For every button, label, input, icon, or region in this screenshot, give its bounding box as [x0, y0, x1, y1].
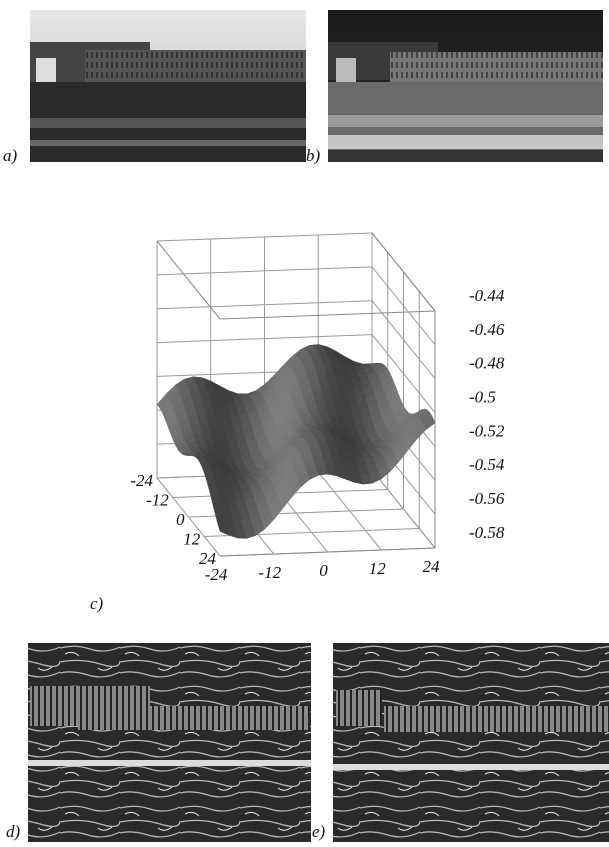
z-tick-label: -0.44	[469, 286, 505, 305]
y-tick-label: 24	[199, 549, 217, 568]
y-tick-label: -24	[130, 471, 153, 490]
panel-label: a)	[3, 146, 18, 165]
z-tick-label: -0.54	[469, 455, 505, 474]
x-tick-label: 12	[369, 559, 387, 578]
figure: a) b) -24-1201224-24-1201224-0.44-0.46-0…	[0, 0, 609, 842]
z-tick-label: -0.52	[469, 421, 505, 440]
box-edge	[220, 311, 435, 319]
y-tick-label: 0	[176, 510, 185, 529]
panel-label: b)	[306, 146, 321, 165]
z-tick-label: -0.5	[469, 387, 496, 406]
x-tick-label: -12	[258, 563, 281, 582]
box-edge	[220, 548, 435, 556]
y-tick-label: 12	[183, 529, 201, 548]
z-tick-label: -0.58	[469, 523, 505, 542]
panel-label: c)	[90, 594, 104, 613]
edge-image-d	[28, 643, 311, 842]
z-tick-label: -0.48	[469, 354, 505, 373]
photo-a	[30, 10, 306, 162]
z-tick-label: -0.56	[469, 489, 505, 508]
photo-b	[328, 10, 603, 162]
z-tick-label: -0.46	[469, 320, 505, 339]
y-tick-label: -12	[146, 490, 169, 509]
panel-label: e)	[312, 822, 326, 841]
panel-label: d)	[6, 822, 21, 841]
x-tick-label: 0	[319, 561, 328, 580]
x-tick-label: 24	[423, 557, 441, 576]
edge-image-e	[333, 643, 609, 842]
